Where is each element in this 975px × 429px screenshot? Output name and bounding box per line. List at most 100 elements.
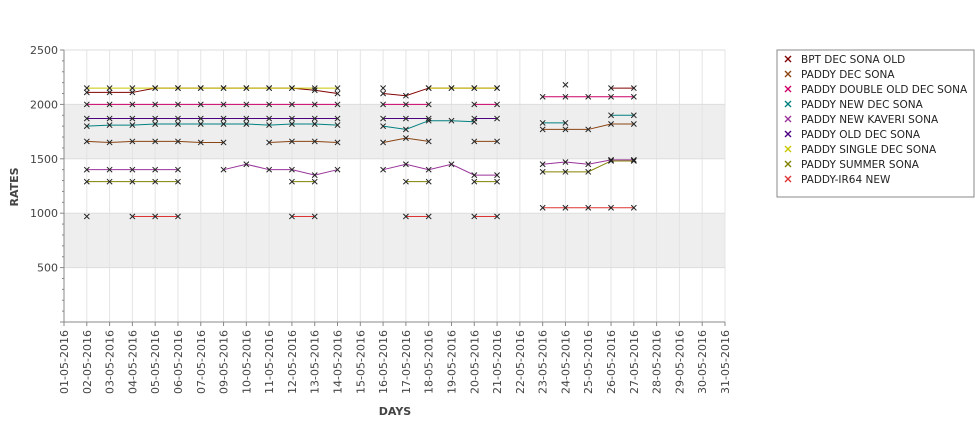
series-line (383, 87, 498, 97)
data-point-marker (106, 122, 113, 129)
data-point-marker (220, 115, 227, 122)
x-tick-label: 24-05-2016 (559, 330, 572, 394)
legend-marker (784, 70, 792, 78)
data-point-marker (152, 178, 159, 185)
x-tick-label: 07-05-2016 (195, 330, 208, 394)
data-point-marker (220, 121, 227, 127)
data-point-marker (630, 204, 637, 211)
data-point-marker (243, 121, 250, 127)
data-point-marker (311, 121, 318, 127)
data-point-marker (402, 178, 409, 185)
data-point-marker (334, 166, 341, 173)
x-tick-label: 11-05-2016 (263, 330, 276, 394)
data-point-marker (129, 138, 136, 145)
data-point-marker (494, 172, 501, 179)
data-point-marker (630, 93, 637, 100)
data-point-marker (402, 126, 409, 133)
data-point-marker (83, 166, 90, 173)
data-point-marker (175, 166, 181, 173)
data-point-marker (266, 115, 273, 122)
legend-marker (784, 85, 792, 93)
data-point-marker (425, 85, 432, 92)
y-tick-label: 500 (37, 262, 58, 275)
x-tick-label: 25-05-2016 (582, 330, 595, 394)
data-point-marker (197, 115, 204, 122)
y-axis-title: RATES (8, 167, 21, 206)
data-point-marker (175, 101, 181, 108)
data-point-marker (175, 115, 181, 122)
x-tick-label: 15-05-2016 (354, 330, 367, 394)
data-point-marker (630, 158, 637, 164)
data-point-marker (152, 121, 159, 127)
data-point-marker (83, 85, 90, 92)
x-tick-label: 06-05-2016 (172, 330, 185, 394)
data-point-marker (471, 85, 478, 92)
plot-band (64, 213, 725, 268)
data-point-marker (425, 178, 432, 185)
data-point-marker (562, 168, 569, 175)
data-point-marker (152, 101, 159, 108)
data-point-marker (380, 85, 387, 92)
data-point-marker (380, 90, 387, 97)
series-line (86, 87, 338, 95)
data-point-marker (197, 101, 204, 108)
data-point-marker (585, 204, 592, 211)
x-tick-label: 18-05-2016 (423, 330, 436, 394)
legend-entry-label: PADDY-IR64 NEW (801, 174, 891, 186)
data-point-marker (425, 138, 432, 145)
legend-marker (784, 130, 792, 138)
x-tick-label: 26-05-2016 (605, 330, 618, 394)
x-tick-label: 22-05-2016 (514, 330, 527, 394)
legend-entry-label: PADDY SUMMER SONA (801, 159, 920, 171)
data-point-marker (288, 101, 295, 108)
data-point-marker (539, 119, 546, 126)
data-point-marker (494, 85, 501, 92)
data-point-marker (494, 138, 501, 145)
x-tick-label: 31-05-2016 (719, 330, 732, 394)
data-point-marker (152, 213, 159, 220)
data-point-marker (425, 213, 432, 220)
series-line (269, 140, 338, 143)
data-point-marker (311, 138, 318, 145)
data-point-marker (106, 101, 113, 108)
data-point-marker (539, 168, 546, 175)
data-point-marker (175, 121, 181, 127)
data-point-marker (471, 172, 478, 179)
data-point-marker (266, 85, 273, 92)
data-point-marker (448, 161, 455, 168)
data-point-marker (630, 112, 637, 119)
data-point-marker (471, 213, 478, 220)
data-point-marker (129, 213, 136, 220)
data-point-marker (562, 159, 569, 166)
data-point-marker (562, 204, 569, 211)
data-point-marker (402, 161, 409, 168)
data-point-marker (83, 138, 90, 145)
data-point-marker (220, 85, 227, 92)
data-point-marker (197, 121, 204, 127)
x-tick-label: 21-05-2016 (491, 330, 504, 394)
plot-band (64, 104, 725, 159)
x-tick-label: 17-05-2016 (400, 330, 413, 394)
x-tick-label: 03-05-2016 (104, 330, 117, 394)
data-point-marker (448, 117, 455, 124)
data-point-marker (539, 93, 546, 100)
legend-entry-label: PADDY DEC SONA (801, 69, 895, 81)
x-tick-label: 01-05-2016 (58, 330, 71, 394)
legend-box (776, 49, 975, 198)
legend-entry-label: PADDY SINGLE DEC SONA (801, 144, 937, 156)
data-point-marker (266, 101, 273, 108)
legend-entry-label: PADDY NEW DEC SONA (801, 99, 924, 111)
data-point-marker (562, 81, 569, 88)
data-point-marker (106, 139, 113, 146)
data-point-marker (266, 122, 273, 129)
data-point-marker (175, 213, 181, 220)
data-point-marker (197, 85, 204, 92)
data-point-marker (129, 115, 136, 122)
data-point-marker (175, 178, 181, 185)
data-point-marker (494, 101, 501, 108)
data-point-marker (494, 115, 501, 122)
legend-entry-label: BPT DEC SONA OLD (801, 54, 905, 66)
series-line (382, 163, 498, 176)
data-point-marker (152, 138, 159, 145)
data-point-marker (288, 85, 295, 92)
